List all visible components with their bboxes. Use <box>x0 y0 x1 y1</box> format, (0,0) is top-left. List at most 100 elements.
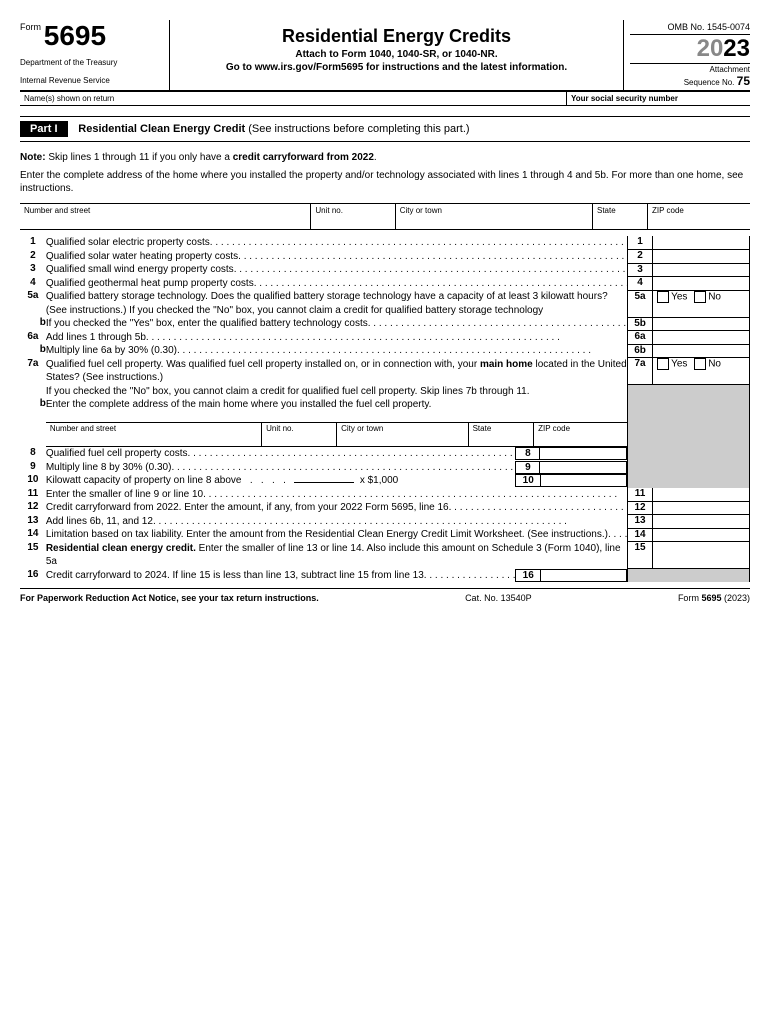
line-16-box: 16 <box>516 569 541 581</box>
sub-addr-city: City or town <box>337 423 469 447</box>
line-7a-box: 7a <box>627 358 652 385</box>
line-6b-desc: Multiply line 6a by 30% (0.30) <box>46 344 177 358</box>
line-12-amount[interactable] <box>653 501 750 515</box>
line-6b-amount[interactable] <box>653 344 750 358</box>
seq-no: 75 <box>737 74 750 88</box>
line-15-desc: Residential clean energy credit. Enter t… <box>46 542 627 569</box>
footer-right: Form 5695 (2023) <box>678 593 750 603</box>
page-footer: For Paperwork Reduction Act Notice, see … <box>20 588 750 603</box>
line-15-amount[interactable] <box>653 542 750 569</box>
line-14: 14 Limitation based on tax liability. En… <box>20 528 750 542</box>
line-15: 15 Residential clean energy credit. Ente… <box>20 542 750 569</box>
line-12: 12 Credit carryforward from 2022. Enter … <box>20 501 750 515</box>
line-7a: 7a Qualified fuel cell property. Was qua… <box>20 358 750 385</box>
line-4-num: 4 <box>20 277 46 291</box>
line-6a-amount[interactable] <box>653 331 750 345</box>
line-16-desc: Credit carryforward to 2024. If line 15 … <box>46 569 424 583</box>
line-6b-num: b <box>20 344 46 358</box>
line-12-num: 12 <box>20 501 46 515</box>
header-left: Form 5695 Department of the Treasury Int… <box>20 20 170 90</box>
line-2-box: 2 <box>627 250 652 264</box>
line-5b: b If you checked the "Yes" box, enter th… <box>20 317 750 331</box>
line-4-desc: Qualified geothermal heat pump property … <box>46 277 254 291</box>
part-header: Part I Residential Clean Energy Credit (… <box>20 116 750 142</box>
line-5a-no-checkbox[interactable] <box>694 291 706 303</box>
line-13: 13 Add lines 6b, 11, and 12 13 <box>20 515 750 529</box>
line-13-box: 13 <box>627 515 652 529</box>
line-5a: 5a Qualified battery storage technology.… <box>20 290 750 317</box>
line-1-box: 1 <box>627 236 652 250</box>
line-5a-yes-checkbox[interactable] <box>657 291 669 303</box>
line-6a-box: 6a <box>627 331 652 345</box>
note-label: Note: <box>20 152 46 163</box>
line-5a-box: 5a <box>627 290 652 317</box>
header-center: Residential Energy Credits Attach to For… <box>170 20 623 90</box>
line-7a-no-checkbox[interactable] <box>694 358 706 370</box>
attach-line: Attach to Form 1040, 1040-SR, or 1040-NR… <box>178 49 615 60</box>
line-12-desc: Credit carryforward from 2022. Enter the… <box>46 501 449 515</box>
line-13-amount[interactable] <box>653 515 750 529</box>
seq-label2: Sequence No. <box>684 78 735 87</box>
line-5b-num: b <box>20 317 46 331</box>
tax-year: 2023 <box>630 35 750 63</box>
line-2-amount[interactable] <box>653 250 750 264</box>
header-right: OMB No. 1545-0074 2023 Attachment Sequen… <box>623 20 750 90</box>
name-ssn-row: Name(s) shown on return Your social secu… <box>20 92 750 106</box>
part-title-bold: Residential Clean Energy Credit <box>78 123 245 135</box>
addr-state: State <box>593 204 648 229</box>
line-14-box: 14 <box>627 528 652 542</box>
line-8-box: 8 <box>516 448 540 460</box>
form-number: 5695 <box>44 22 106 50</box>
line-5b-amount[interactable] <box>653 317 750 331</box>
line-10-amount[interactable] <box>541 475 627 487</box>
line-1-num: 1 <box>20 236 46 250</box>
line-6a-desc: Add lines 1 through 5b <box>46 331 146 345</box>
line-15-num: 15 <box>20 542 46 569</box>
note-line: Note: Skip lines 1 through 11 if you onl… <box>20 152 750 163</box>
line-3-box: 3 <box>627 263 652 277</box>
line-11-box: 11 <box>627 488 652 502</box>
line-5b-desc: If you checked the "Yes" box, enter the … <box>46 317 368 331</box>
line-1: 1 Qualified solar electric property cost… <box>20 236 750 250</box>
line-2-desc: Qualified solar water heating property c… <box>46 250 238 264</box>
form-title: Residential Energy Credits <box>178 26 615 47</box>
line-5a-yn: Yes No <box>653 290 750 317</box>
line-11-amount[interactable] <box>653 488 750 502</box>
footer-center: Cat. No. 13540P <box>465 593 532 603</box>
line-8-amount[interactable] <box>540 448 627 460</box>
line-14-amount[interactable] <box>653 528 750 542</box>
line-10-num: 10 <box>20 474 46 488</box>
line-3-amount[interactable] <box>653 263 750 277</box>
line-4-amount[interactable] <box>653 277 750 291</box>
line-7a-note-text: If you checked the "No" box, you cannot … <box>46 385 628 399</box>
year-prefix: 20 <box>697 35 724 62</box>
line-16-num: 16 <box>20 569 46 583</box>
kilowatt-blank[interactable] <box>294 482 354 483</box>
line-9-num: 9 <box>20 461 46 475</box>
line-16-shade <box>627 569 749 583</box>
line-2: 2 Qualified solar water heating property… <box>20 250 750 264</box>
line-6a: 6a Add lines 1 through 5b 6a <box>20 331 750 345</box>
line-3-num: 3 <box>20 263 46 277</box>
line-16-amount[interactable] <box>541 569 627 581</box>
form-word: Form <box>20 22 41 32</box>
dept-line2: Internal Revenue Service <box>20 76 165 86</box>
addr-street: Number and street <box>20 204 311 229</box>
line-11-num: 11 <box>20 488 46 502</box>
sub-addr-unit: Unit no. <box>262 423 337 447</box>
addr-city: City or town <box>396 204 593 229</box>
line-3: 3 Qualified small wind energy property c… <box>20 263 750 277</box>
part-badge: Part I <box>20 121 68 137</box>
line-1-desc: Qualified solar electric property costs <box>46 236 210 250</box>
no-label-7a: No <box>708 359 721 370</box>
line-11: 11 Enter the smaller of line 9 or line 1… <box>20 488 750 502</box>
yes-label-7a: Yes <box>671 359 687 370</box>
goto-line: Go to www.irs.gov/Form5695 for instructi… <box>178 62 615 73</box>
line-1-amount[interactable] <box>653 236 750 250</box>
line-7a-yes-checkbox[interactable] <box>657 358 669 370</box>
line-9-amount[interactable] <box>540 461 627 473</box>
line-7a-desc: Qualified fuel cell property. Was qualif… <box>46 358 627 385</box>
line-8-num: 8 <box>20 447 46 461</box>
line-7a-yn: Yes No <box>653 358 750 385</box>
note-text: Skip lines 1 through 11 if you only have… <box>46 152 233 163</box>
